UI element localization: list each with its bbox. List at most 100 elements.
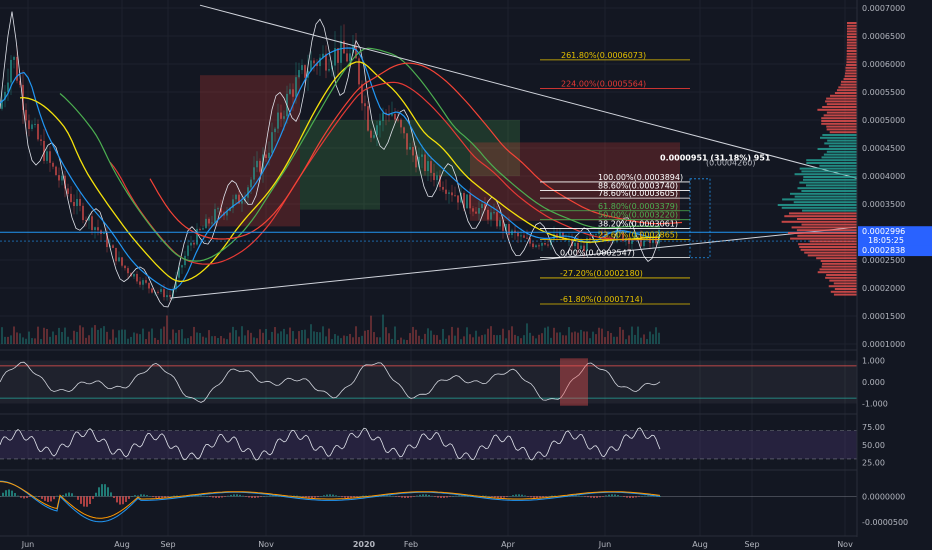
- profile-bar: [821, 117, 857, 120]
- macd-histogram-bar: [335, 495, 337, 497]
- profile-bar: [801, 223, 857, 226]
- macd-histogram-bar: [392, 495, 394, 497]
- macd-histogram-bar: [101, 484, 103, 497]
- profile-bar: [817, 148, 857, 150]
- volume-bar: [244, 335, 246, 344]
- profile-bar: [794, 195, 857, 198]
- candle-body: [82, 205, 84, 221]
- candle-body: [511, 230, 513, 235]
- candle-body: [634, 234, 636, 241]
- time-tick-label: Nov: [258, 540, 274, 549]
- profile-bar: [796, 229, 857, 232]
- profile-bar: [846, 22, 857, 24]
- candle-body: [379, 120, 381, 126]
- macd-histogram-bar: [20, 496, 22, 498]
- volume-bar: [538, 334, 540, 344]
- profile-bar: [806, 162, 857, 164]
- volume-bar: [442, 328, 444, 344]
- candle-body: [589, 238, 591, 240]
- volume-bar: [55, 335, 57, 344]
- volume-bar: [31, 338, 33, 344]
- candle-body: [595, 234, 597, 236]
- macd-histogram-bar: [356, 496, 358, 497]
- macd-histogram-bar: [524, 495, 526, 497]
- candle-body: [253, 167, 255, 180]
- candle-body: [184, 255, 186, 266]
- profile-bar: [806, 159, 857, 162]
- candle-body: [124, 265, 126, 269]
- time-axis[interactable]: Jun Aug Sep Nov 2020 Feb Apr Jun Aug Sep Nov: [0, 537, 932, 550]
- candle-body: [181, 265, 183, 268]
- macd-histogram-bar: [272, 495, 274, 497]
- candle-body: [646, 237, 648, 241]
- price-tick-label: 0.0005000: [862, 116, 905, 125]
- volume-bar: [634, 334, 636, 344]
- profile-bar: [781, 206, 857, 209]
- profile-bar: [826, 97, 857, 100]
- profile-bar: [825, 276, 857, 279]
- profile-bar: [830, 290, 857, 293]
- volume-bar: [496, 335, 498, 344]
- macd-histogram-bar: [359, 496, 361, 497]
- profile-bar: [784, 215, 857, 218]
- candle-body: [16, 56, 18, 81]
- profile-bar: [846, 64, 857, 66]
- profile-bar: [846, 36, 857, 38]
- profile-bar: [838, 86, 857, 89]
- candle-body: [487, 209, 489, 220]
- macd-histogram-bar: [530, 496, 532, 498]
- macd-histogram-bar: [203, 495, 205, 497]
- rsi-tick-label: 25.00: [862, 458, 885, 467]
- volume-bar: [109, 339, 111, 344]
- profile-bar: [828, 285, 857, 288]
- volume-bar: [238, 336, 240, 344]
- candle-body: [193, 242, 195, 245]
- volume-bar: [415, 329, 417, 344]
- volume-bar: [4, 336, 6, 344]
- macd-histogram-bar: [398, 496, 400, 498]
- macd-histogram-bar: [134, 495, 136, 497]
- volume-bar: [316, 331, 318, 344]
- macd-histogram-bar: [542, 496, 544, 498]
- candle-body: [1, 99, 3, 109]
- macd-histogram-bar: [83, 496, 85, 507]
- macd-histogram-bar: [41, 496, 43, 499]
- price-axis[interactable]: 0.0007000 0.0006500 0.0006000 0.0005500 0.00…: [856, 0, 932, 550]
- macd-histogram-bar: [539, 496, 541, 498]
- profile-bar: [846, 61, 857, 64]
- volume-bar: [607, 331, 609, 344]
- profile-bar: [845, 66, 857, 69]
- volume-bar: [559, 332, 561, 344]
- volume-bar: [178, 330, 180, 344]
- candle-body: [631, 240, 633, 244]
- volume-bar: [604, 337, 606, 344]
- candle-body: [457, 195, 459, 203]
- macd-tick-label: -0.0000500: [862, 518, 908, 527]
- candle-body: [289, 89, 291, 94]
- macd-histogram-bar: [29, 496, 31, 497]
- macd-histogram-bar: [170, 496, 172, 497]
- volume-bar: [439, 339, 441, 344]
- volume-bar: [421, 339, 423, 344]
- macd-histogram-bar: [458, 495, 460, 497]
- macd-histogram-bar: [599, 496, 601, 498]
- volume-bar: [595, 334, 597, 344]
- volume-bar: [16, 332, 18, 344]
- volume-bar: [133, 332, 135, 344]
- profile-bar: [804, 251, 857, 254]
- osc-highlight: [560, 358, 588, 406]
- macd-histogram-bar: [50, 496, 52, 502]
- macd-histogram-bar: [593, 496, 595, 499]
- candle-body: [403, 127, 405, 134]
- volume-bar: [517, 336, 519, 344]
- macd-histogram-bar: [194, 495, 196, 497]
- volume-bar: [370, 315, 372, 344]
- candle-body: [490, 212, 492, 220]
- macd-histogram-bar: [485, 495, 487, 497]
- macd-histogram-bar: [23, 496, 25, 499]
- volume-bar: [511, 326, 513, 344]
- volume-bar: [529, 332, 531, 344]
- candle-body: [232, 199, 234, 208]
